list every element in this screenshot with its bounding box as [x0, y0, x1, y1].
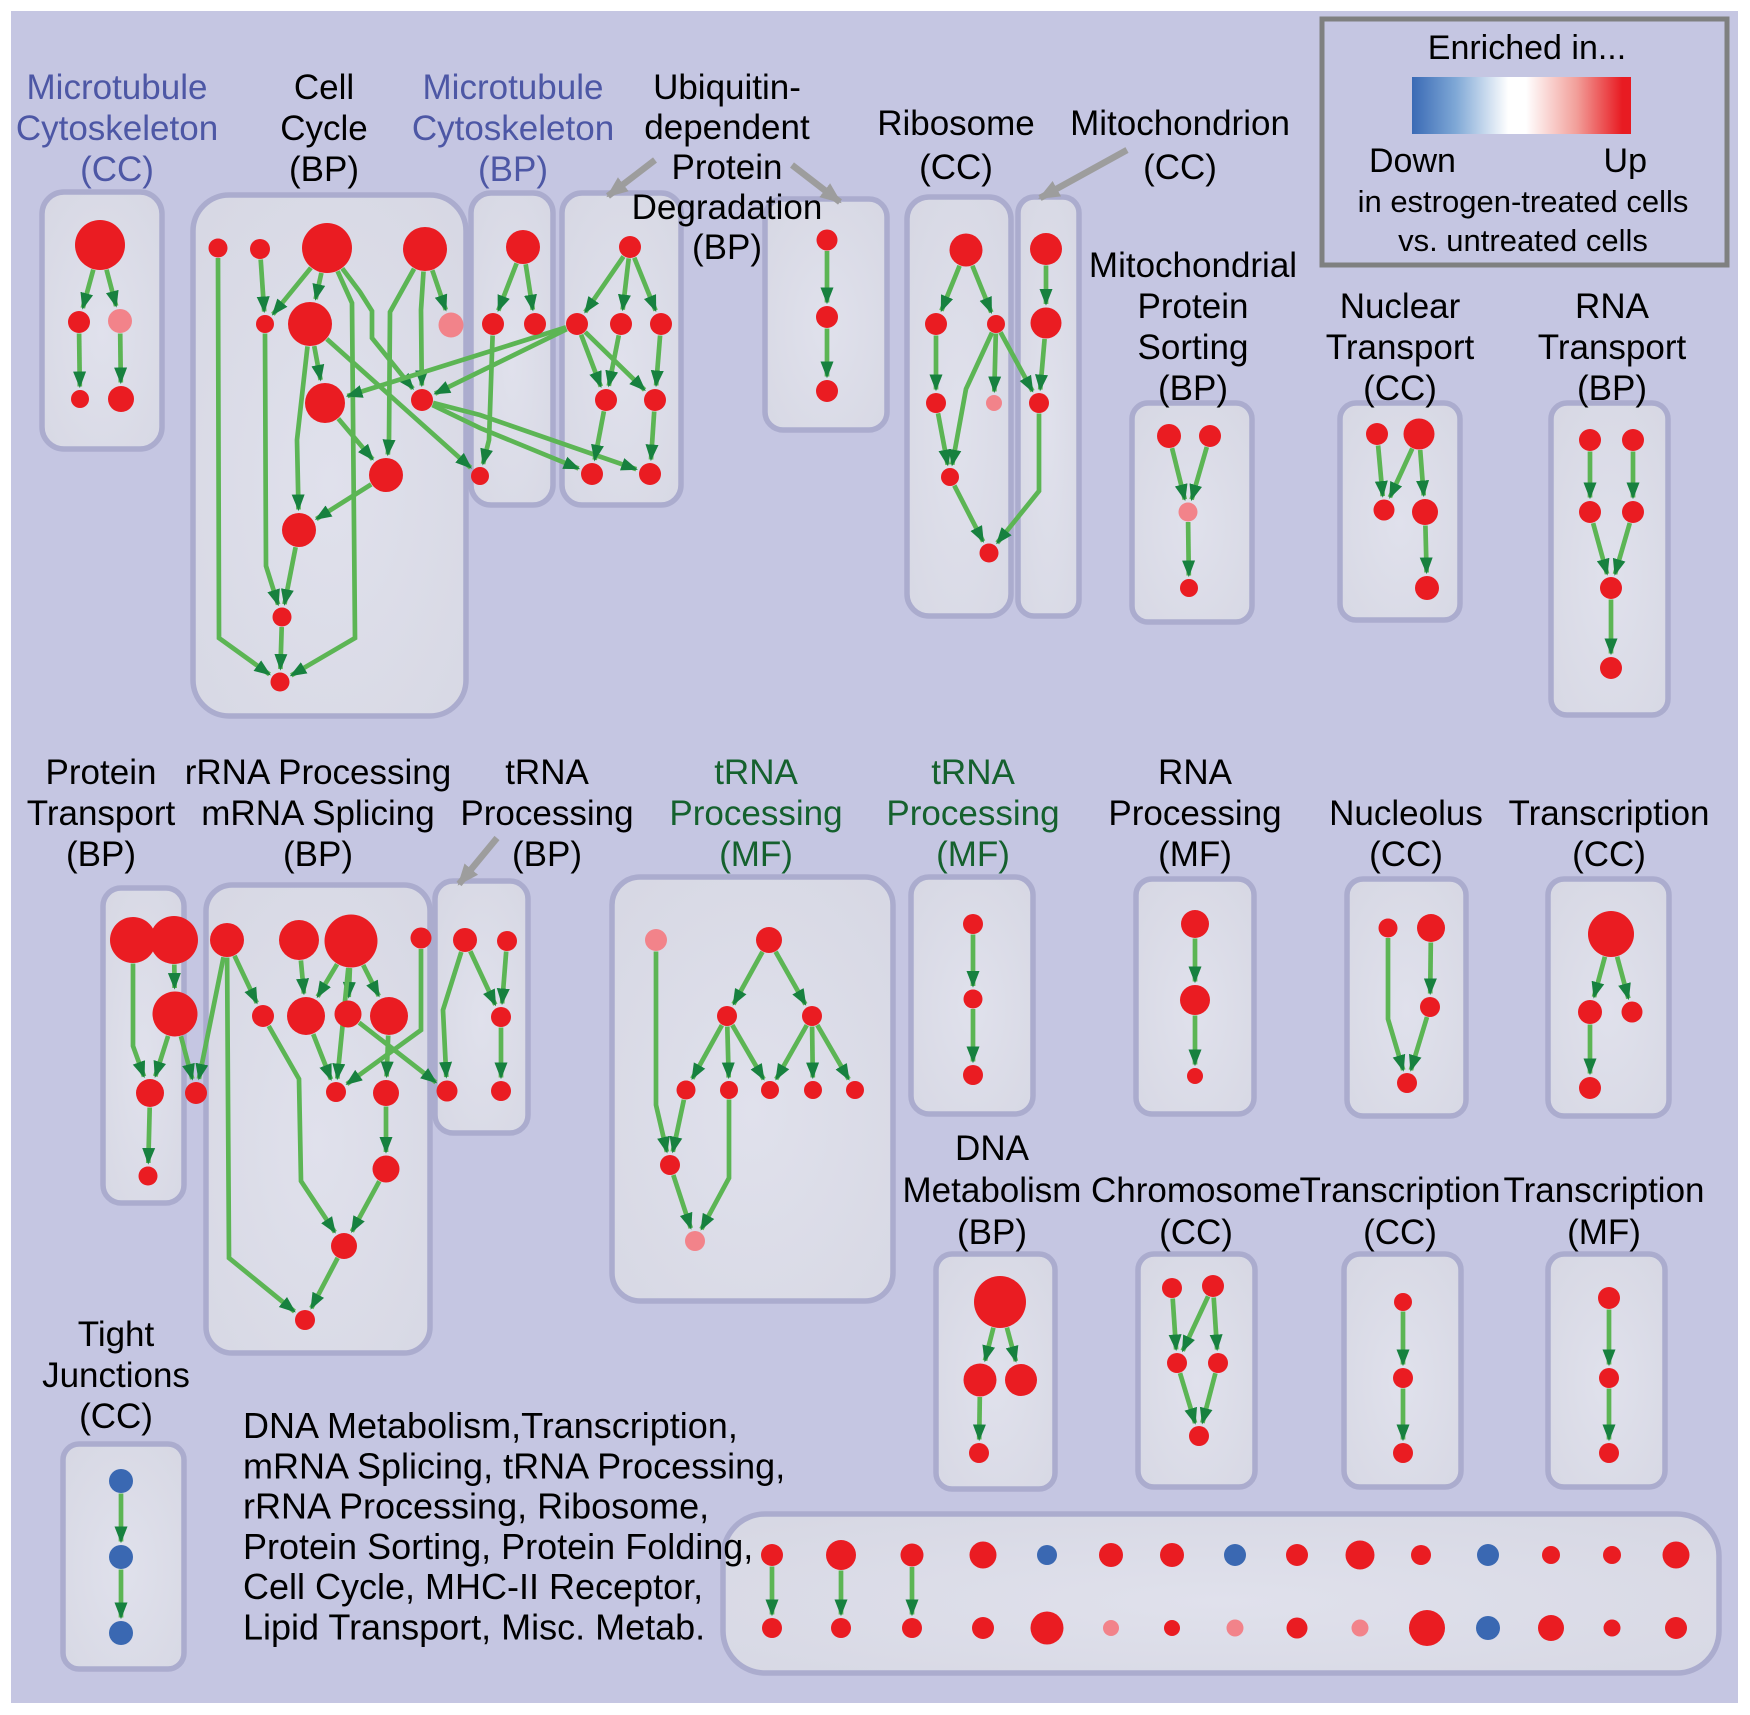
svg-text:Transport: Transport [1538, 328, 1687, 367]
svg-text:Processing: Processing [460, 794, 633, 833]
svg-text:mRNA Splicing, tRNA Processing: mRNA Splicing, tRNA Processing, [243, 1445, 785, 1486]
svg-text:tRNA: tRNA [505, 753, 589, 792]
svg-text:RNA: RNA [1158, 753, 1233, 792]
svg-text:Microtubule: Microtubule [27, 68, 208, 107]
svg-text:Chromosome: Chromosome [1091, 1171, 1301, 1210]
svg-text:Nucleolus: Nucleolus [1329, 794, 1483, 833]
svg-text:Cytoskeleton: Cytoskeleton [16, 109, 218, 148]
svg-text:Transcription: Transcription [1300, 1171, 1501, 1210]
svg-text:Protein Sorting, Protein Foldi: Protein Sorting, Protein Folding, [243, 1526, 753, 1567]
svg-text:Degradation: Degradation [632, 188, 823, 227]
svg-text:(MF): (MF) [1158, 835, 1232, 874]
svg-text:Microtubule: Microtubule [423, 68, 604, 107]
svg-text:(BP): (BP) [478, 150, 548, 189]
svg-text:Protein: Protein [1138, 287, 1249, 326]
svg-text:Lipid Transport, Misc. Metab.: Lipid Transport, Misc. Metab. [243, 1607, 705, 1648]
svg-text:rRNA Processing, Ribosome,: rRNA Processing, Ribosome, [243, 1486, 709, 1527]
svg-text:Transport: Transport [1326, 328, 1475, 367]
svg-text:Nuclear: Nuclear [1340, 287, 1461, 326]
svg-text:(CC): (CC) [80, 150, 154, 189]
svg-text:vs. untreated cells: vs. untreated cells [1398, 223, 1648, 258]
svg-text:Enriched in...: Enriched in... [1428, 29, 1626, 67]
svg-text:dependent: dependent [644, 108, 810, 147]
svg-text:(BP): (BP) [289, 150, 359, 189]
svg-text:Cytoskeleton: Cytoskeleton [412, 109, 614, 148]
svg-text:(CC): (CC) [79, 1397, 153, 1436]
svg-text:Mitochondrial: Mitochondrial [1089, 246, 1297, 285]
svg-text:(MF): (MF) [1567, 1213, 1641, 1252]
svg-text:(MF): (MF) [719, 835, 793, 874]
svg-text:rRNA Processing: rRNA Processing [185, 753, 451, 792]
svg-text:Mitochondrion: Mitochondrion [1070, 104, 1290, 143]
svg-text:(BP): (BP) [283, 835, 353, 874]
svg-text:Up: Up [1604, 142, 1647, 180]
svg-text:tRNA: tRNA [931, 753, 1015, 792]
svg-text:(CC): (CC) [1159, 1213, 1233, 1252]
svg-text:(BP): (BP) [66, 835, 136, 874]
svg-text:Processing: Processing [1108, 794, 1281, 833]
svg-text:(BP): (BP) [1577, 369, 1647, 408]
svg-text:(MF): (MF) [936, 835, 1010, 874]
svg-text:(BP): (BP) [957, 1213, 1027, 1252]
svg-text:Cell Cycle, MHC-II Receptor,: Cell Cycle, MHC-II Receptor, [243, 1566, 703, 1607]
svg-text:Protein: Protein [46, 753, 157, 792]
svg-text:RNA: RNA [1575, 287, 1650, 326]
svg-text:Processing: Processing [886, 794, 1059, 833]
svg-text:(BP): (BP) [512, 835, 582, 874]
svg-text:Protein: Protein [672, 148, 783, 187]
svg-text:DNA: DNA [955, 1129, 1030, 1168]
svg-text:Cycle: Cycle [280, 109, 368, 148]
svg-text:Ubiquitin-: Ubiquitin- [653, 68, 801, 107]
svg-text:(CC): (CC) [1369, 835, 1443, 874]
svg-text:Sorting: Sorting [1138, 328, 1249, 367]
svg-text:(CC): (CC) [1363, 369, 1437, 408]
svg-text:Transcription: Transcription [1509, 794, 1710, 833]
svg-text:(CC): (CC) [1143, 148, 1217, 187]
svg-text:(BP): (BP) [1158, 369, 1228, 408]
svg-text:Cell: Cell [294, 68, 354, 107]
svg-text:tRNA: tRNA [714, 753, 798, 792]
svg-text:(BP): (BP) [692, 228, 762, 267]
svg-text:Transcription: Transcription [1504, 1171, 1705, 1210]
svg-text:Transport: Transport [27, 794, 176, 833]
svg-text:(CC): (CC) [1572, 835, 1646, 874]
svg-text:in estrogen-treated cells: in estrogen-treated cells [1358, 184, 1689, 219]
svg-text:Junctions: Junctions [42, 1356, 190, 1395]
svg-text:Down: Down [1369, 142, 1456, 180]
svg-text:Processing: Processing [669, 794, 842, 833]
svg-text:DNA Metabolism,Transcription,: DNA Metabolism,Transcription, [243, 1405, 738, 1446]
svg-text:Tight: Tight [78, 1315, 155, 1354]
svg-text:Metabolism: Metabolism [903, 1171, 1082, 1210]
svg-text:mRNA Splicing: mRNA Splicing [201, 794, 434, 833]
svg-text:(CC): (CC) [1363, 1213, 1437, 1252]
svg-text:Ribosome: Ribosome [877, 104, 1035, 143]
svg-text:(CC): (CC) [919, 148, 993, 187]
